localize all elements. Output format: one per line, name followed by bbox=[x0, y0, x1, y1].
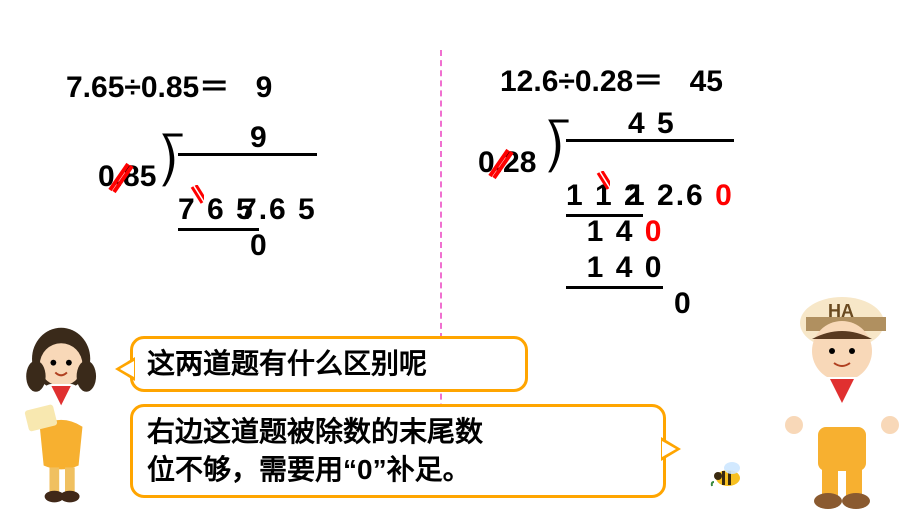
bubble1-text: 这两道题有什么区别呢 bbox=[147, 348, 427, 379]
cap-text: HA bbox=[828, 301, 854, 321]
ld2-line-3: 0 bbox=[566, 286, 734, 322]
ld1-divisor-value: 0.85 bbox=[98, 160, 156, 193]
equation-1: 7.65÷0.85＝ 9 bbox=[66, 62, 272, 106]
ld2-divisor-value: 0.28 bbox=[478, 146, 536, 179]
tick-icon bbox=[190, 178, 204, 198]
boy-illustration-icon: HA bbox=[746, 272, 916, 514]
ld1-quotient: 9 bbox=[178, 120, 317, 156]
speech-bubble-answer: 右边这道题被除数的末尾数 位不够，需要用“0”补足。 bbox=[130, 404, 666, 498]
ld1-work: 9 7.6 5 7 6 5 0 bbox=[178, 120, 317, 264]
ld1-divisor: 0.85 bbox=[98, 160, 156, 194]
bee-icon bbox=[710, 460, 750, 490]
bubble2-line2: 位不够，需要用“0”补足。 bbox=[147, 451, 649, 489]
ld2-divisor-text: 0.28 bbox=[478, 146, 536, 180]
eq2-answer: 45 bbox=[690, 65, 723, 99]
bubble-tail-right-icon bbox=[661, 437, 681, 461]
ld2-dividend-plain: 1 2.6 bbox=[628, 179, 715, 212]
ld2-work: 4 5 1 2.6 0 1 1 2 1 4 0 1 4 0 0 bbox=[566, 106, 734, 322]
eq1-answer: 9 bbox=[256, 71, 273, 105]
ld2-dividend: 1 2.6 0 bbox=[566, 142, 734, 178]
ld2-quotient: 4 5 bbox=[566, 106, 734, 142]
equation-2: 12.6÷0.28＝ 45 bbox=[500, 56, 723, 100]
ld2-dividend-red: 0 bbox=[715, 179, 734, 212]
eq2-expression: 12.6÷0.28＝ bbox=[500, 65, 663, 98]
tick-icon bbox=[596, 164, 610, 184]
bubble2-line1: 右边这道题被除数的末尾数 bbox=[147, 413, 649, 451]
ld1-dividend-text: 7.6 5 bbox=[240, 193, 317, 226]
girl-illustration-icon bbox=[4, 320, 126, 514]
eq1-expression: 7.65÷0.85＝ bbox=[66, 71, 229, 104]
ld1-dividend: 7.6 5 bbox=[178, 156, 317, 192]
ld1-divisor-text: 0.85 bbox=[98, 160, 156, 194]
speech-bubble-question: 这两道题有什么区别呢 bbox=[130, 336, 528, 392]
ld2-divisor: 0.28 bbox=[478, 146, 536, 180]
ld2-line1-red: 0 bbox=[645, 215, 664, 248]
